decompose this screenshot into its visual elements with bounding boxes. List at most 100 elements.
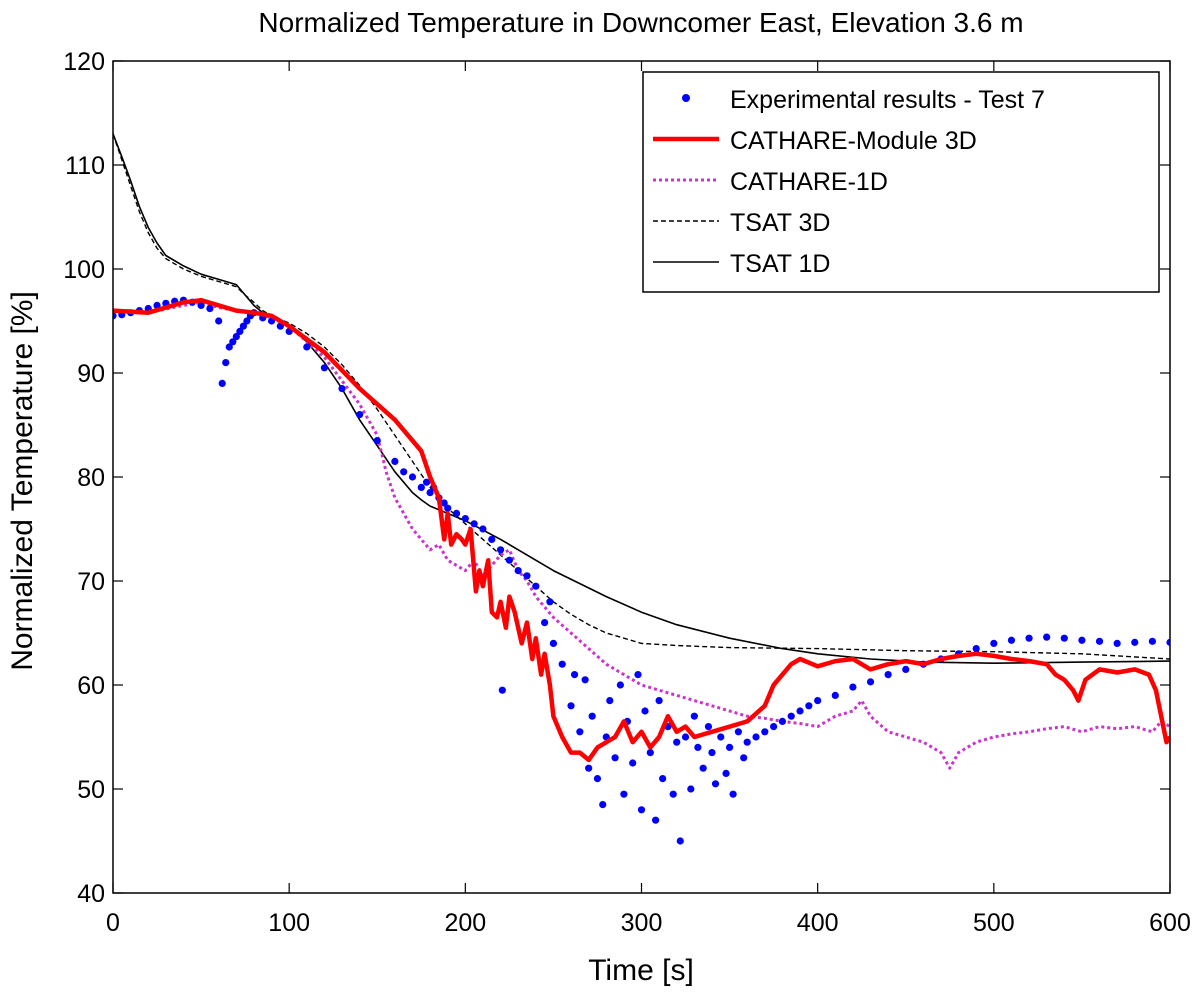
data-point	[576, 728, 584, 736]
legend-marker	[682, 94, 690, 102]
data-point	[641, 707, 649, 715]
y-tick-label: 60	[77, 672, 105, 700]
legend-label: CATHARE-1D	[730, 168, 888, 196]
data-point	[417, 483, 425, 491]
y-tick-label: 70	[77, 568, 105, 596]
data-point	[197, 301, 205, 309]
data-point	[206, 304, 214, 313]
y-tick-label: 100	[63, 256, 105, 284]
data-point	[426, 489, 434, 497]
data-point	[1148, 637, 1156, 645]
y-axis-label: Normalized Temperature [%]	[6, 291, 39, 671]
data-point	[479, 525, 487, 533]
series-line	[113, 297, 1170, 763]
data-point	[1095, 637, 1104, 645]
data-point	[153, 301, 161, 309]
data-point	[796, 707, 804, 715]
data-point	[320, 364, 328, 372]
data-point	[408, 473, 417, 481]
x-tick-label: 500	[973, 909, 1015, 937]
data-point	[505, 556, 513, 564]
data-point	[743, 738, 751, 746]
data-point	[646, 749, 654, 757]
data-point	[884, 671, 892, 679]
data-point	[356, 411, 364, 419]
data-point	[972, 645, 980, 653]
data-point	[1131, 638, 1139, 646]
data-point	[634, 671, 642, 679]
data-point	[523, 572, 531, 580]
data-point	[673, 738, 681, 746]
data-point	[1060, 634, 1068, 642]
data-point	[787, 712, 795, 720]
data-point	[717, 733, 725, 741]
data-point	[687, 785, 695, 793]
data-point	[690, 712, 698, 720]
data-point	[514, 567, 522, 575]
data-point	[659, 775, 667, 783]
y-tick-label: 40	[77, 880, 105, 908]
data-point	[532, 582, 540, 590]
x-tick-label: 400	[797, 909, 839, 937]
data-point	[218, 379, 226, 387]
data-point	[558, 660, 566, 668]
x-tick-label: 300	[621, 909, 663, 937]
legend-box	[642, 71, 1160, 293]
data-point	[488, 535, 496, 544]
data-point	[694, 743, 702, 752]
data-point	[225, 343, 233, 351]
data-point	[422, 478, 431, 486]
y-tick-label: 50	[77, 776, 105, 804]
x-tick-label: 200	[444, 909, 486, 937]
data-point	[373, 437, 381, 445]
data-point	[676, 837, 684, 845]
data-point	[549, 639, 558, 648]
chart-title: Normalized Temperature in Downcomer East…	[258, 7, 1023, 38]
data-point	[629, 759, 637, 767]
series-tsat-3d	[113, 133, 1170, 660]
data-point	[236, 327, 244, 335]
series-layer	[113, 133, 1170, 845]
data-point	[1043, 633, 1051, 641]
data-point	[902, 665, 910, 674]
data-point	[637, 806, 646, 814]
data-point	[498, 686, 506, 694]
data-point	[611, 754, 619, 762]
x-tick-label: 600	[1149, 909, 1191, 937]
data-point	[229, 338, 237, 346]
data-point	[725, 743, 734, 752]
data-point	[338, 385, 346, 393]
data-point	[704, 723, 713, 731]
data-point	[699, 764, 707, 772]
data-point	[461, 515, 469, 523]
data-point	[1007, 636, 1016, 644]
data-point	[567, 702, 575, 710]
data-point	[113, 312, 117, 320]
data-point	[778, 717, 787, 726]
data-point	[1078, 636, 1086, 644]
data-point	[222, 359, 230, 367]
legend-label: CATHARE-Module 3D	[730, 127, 977, 155]
series-cathare-1d	[113, 300, 1170, 770]
data-point	[866, 678, 875, 686]
data-point	[734, 728, 742, 736]
data-point	[581, 676, 589, 684]
data-point	[546, 598, 554, 606]
x-tick-label: 0	[106, 909, 120, 937]
data-point	[232, 333, 240, 341]
y-tick-label: 110	[65, 152, 105, 180]
data-point	[588, 712, 596, 720]
data-point	[570, 671, 579, 679]
data-point	[655, 697, 663, 705]
data-point	[496, 546, 505, 554]
data-point	[616, 681, 624, 689]
legend-label: TSAT 1D	[730, 250, 831, 278]
data-point	[215, 317, 223, 325]
series-line	[113, 133, 1170, 664]
axes-layer: 0 100 200 300 400 500 600 40 50 60 70 80 90 100 110 120	[63, 48, 1191, 937]
data-point	[585, 764, 593, 772]
data-point	[444, 504, 452, 512]
series-line	[113, 133, 1170, 660]
x-axis-label: Time [s]	[588, 954, 694, 987]
